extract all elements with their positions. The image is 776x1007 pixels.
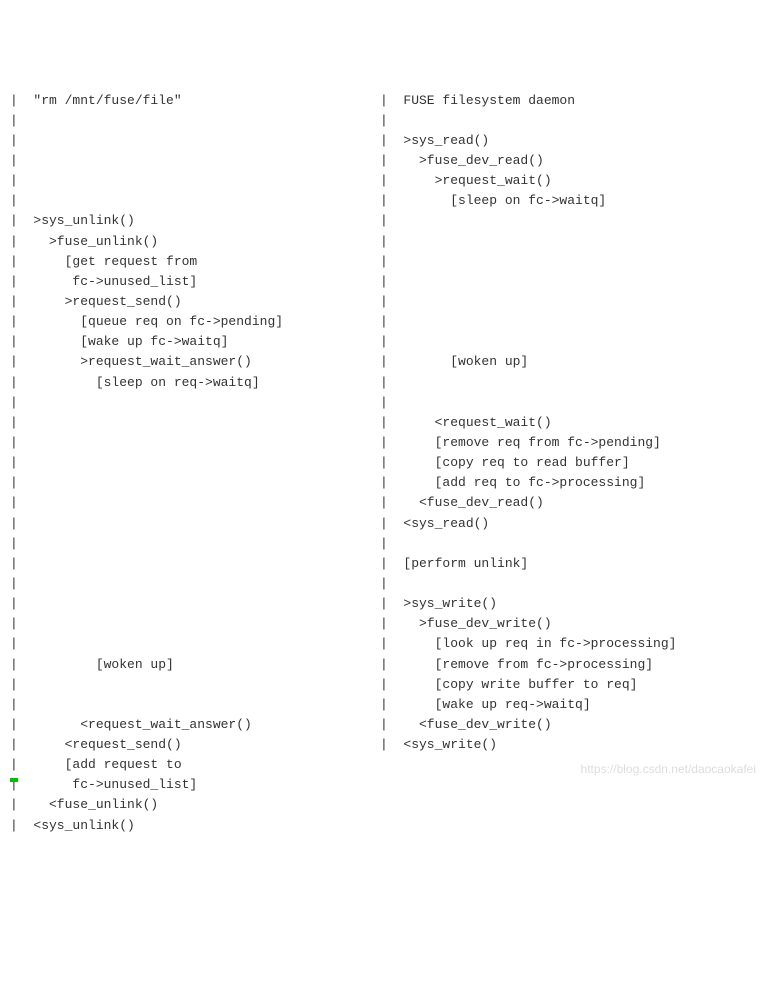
right-line: |	[380, 211, 766, 231]
right-line: | >sys_write()	[380, 594, 766, 614]
left-line: |	[10, 493, 380, 513]
right-line: |	[380, 332, 766, 352]
right-line: | [wake up req->waitq]	[380, 695, 766, 715]
left-line: |	[10, 433, 380, 453]
terminal-cursor	[10, 778, 18, 782]
right-line: | <request_wait()	[380, 413, 766, 433]
right-line: | FUSE filesystem daemon	[380, 91, 766, 111]
right-line: |	[380, 574, 766, 594]
right-line: |	[380, 292, 766, 312]
left-line: | [woken up]	[10, 655, 380, 675]
right-line: | [add req to fc->processing]	[380, 473, 766, 493]
right-line: |	[380, 232, 766, 252]
right-line: | >sys_read()	[380, 131, 766, 151]
left-line: | [add request to	[10, 755, 380, 775]
left-column: | "rm /mnt/fuse/file"|||||| >sys_unlink(…	[10, 91, 380, 836]
left-line: |	[10, 191, 380, 211]
right-line: | >fuse_dev_read()	[380, 151, 766, 171]
right-line: | <sys_read()	[380, 514, 766, 534]
right-line: |	[380, 252, 766, 272]
right-line: |	[380, 272, 766, 292]
left-line: | <request_send()	[10, 735, 380, 755]
right-line: | [look up req in fc->processing]	[380, 634, 766, 654]
left-line: |	[10, 614, 380, 634]
left-line: | [wake up fc->waitq]	[10, 332, 380, 352]
right-line: | [copy write buffer to req]	[380, 675, 766, 695]
right-line: |	[380, 111, 766, 131]
right-line: | [woken up]	[380, 352, 766, 372]
left-line: |	[10, 695, 380, 715]
left-line: | [sleep on req->waitq]	[10, 373, 380, 393]
left-line: | >fuse_unlink()	[10, 232, 380, 252]
left-line: | <fuse_unlink()	[10, 795, 380, 815]
right-line: | >request_wait()	[380, 171, 766, 191]
left-line: |	[10, 574, 380, 594]
left-line: |	[10, 393, 380, 413]
right-line: | <fuse_dev_write()	[380, 715, 766, 735]
left-line: | [queue req on fc->pending]	[10, 312, 380, 332]
left-line: |	[10, 634, 380, 654]
left-line: |	[10, 111, 380, 131]
left-line: |	[10, 675, 380, 695]
left-line: | >request_wait_answer()	[10, 352, 380, 372]
left-line: | fc->unused_list]	[10, 272, 380, 292]
left-line: | <request_wait_answer()	[10, 715, 380, 735]
right-line: |	[380, 534, 766, 554]
right-line: |	[380, 373, 766, 393]
right-line: | [perform unlink]	[380, 554, 766, 574]
left-line: |	[10, 554, 380, 574]
right-line: | <sys_write()	[380, 735, 766, 755]
right-line: | [remove req from fc->pending]	[380, 433, 766, 453]
right-line: | [copy req to read buffer]	[380, 453, 766, 473]
left-line: | "rm /mnt/fuse/file"	[10, 91, 380, 111]
left-line: |	[10, 534, 380, 554]
left-line: | >sys_unlink()	[10, 211, 380, 231]
right-line: |	[380, 393, 766, 413]
right-line: | >fuse_dev_write()	[380, 614, 766, 634]
left-line: |	[10, 131, 380, 151]
right-column: | FUSE filesystem daemon|| >sys_read()| …	[380, 91, 766, 836]
left-line: |	[10, 514, 380, 534]
left-line: | fc->unused_list]	[10, 775, 380, 795]
right-line: | [sleep on fc->waitq]	[380, 191, 766, 211]
right-line: | [remove from fc->processing]	[380, 655, 766, 675]
right-line: |	[380, 312, 766, 332]
watermark-text: https://blog.csdn.net/daocaokafei	[581, 760, 756, 779]
left-line: | >request_send()	[10, 292, 380, 312]
right-line	[380, 816, 766, 836]
left-line: | [get request from	[10, 252, 380, 272]
right-line: | <fuse_dev_read()	[380, 493, 766, 513]
left-line: |	[10, 413, 380, 433]
left-line: |	[10, 594, 380, 614]
two-column-trace: | "rm /mnt/fuse/file"|||||| >sys_unlink(…	[10, 91, 766, 836]
left-line: |	[10, 473, 380, 493]
left-line: |	[10, 453, 380, 473]
left-line: |	[10, 151, 380, 171]
left-line: |	[10, 171, 380, 191]
right-line	[380, 795, 766, 815]
left-line: | <sys_unlink()	[10, 816, 380, 836]
